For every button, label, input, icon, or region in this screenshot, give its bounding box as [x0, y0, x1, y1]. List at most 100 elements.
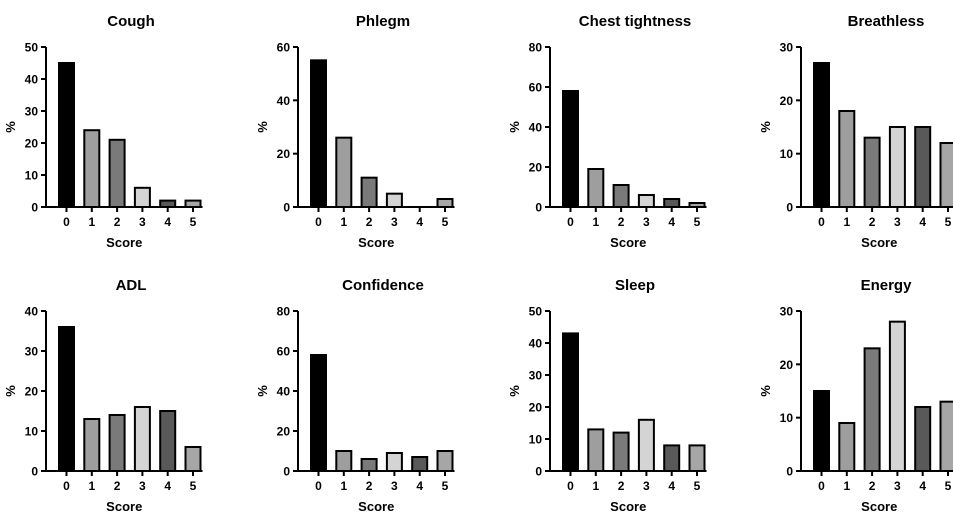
- y-tick-label: 40: [529, 337, 543, 351]
- y-tick-label: 30: [780, 305, 794, 319]
- x-axis-label: Score: [106, 499, 142, 512]
- y-tick-label: 20: [529, 401, 543, 415]
- bar: [939, 400, 953, 472]
- x-tick-label: 5: [694, 479, 701, 493]
- x-tick-label: 4: [164, 215, 171, 229]
- chart-panel: ADL% 0 10 20 30 40 0 1 2 3 4 5 Score: [3, 277, 203, 512]
- x-tick-label: 2: [366, 215, 373, 229]
- y-tick-label: 0: [535, 465, 542, 479]
- y-tick-label: 80: [277, 305, 291, 319]
- y-tick-label: 10: [529, 433, 543, 447]
- chart-panel: Confidence% 0 20 40 60 80 0 1 2 3 4 5 Score: [255, 277, 455, 512]
- x-tick-label: 3: [894, 479, 901, 493]
- chart-panel: Cough% 0 10 20 30 40 50 0 1 2 3 4 5 Score: [3, 13, 203, 250]
- x-tick-label: 1: [843, 215, 850, 229]
- bar: [159, 410, 177, 472]
- bar: [663, 198, 681, 208]
- chart-panel: Chest tightness% 0 20 40 60 80 0 1 2 3 4 5 Score: [507, 13, 707, 250]
- y-axis-label: %: [507, 121, 522, 133]
- x-tick-label: 5: [694, 215, 701, 229]
- x-tick-label: 0: [818, 215, 825, 229]
- chart-title: Phlegm: [356, 13, 410, 30]
- bar: [838, 110, 856, 208]
- bar: [863, 136, 881, 209]
- x-tick-label: 1: [843, 479, 850, 493]
- chart-title: Cough: [107, 13, 154, 30]
- y-tick-label: 10: [780, 147, 794, 161]
- x-tick-label: 2: [366, 479, 373, 493]
- bar: [310, 59, 327, 209]
- bar: [436, 198, 454, 208]
- bar: [637, 418, 655, 472]
- bar: [310, 354, 327, 472]
- y-axis-label: %: [3, 385, 18, 397]
- y-tick-label: 20: [780, 358, 794, 372]
- bar: [612, 431, 630, 473]
- x-tick-label: 3: [391, 215, 398, 229]
- chart-title: Breathless: [848, 13, 925, 30]
- y-tick-label: 20: [529, 161, 543, 175]
- x-tick-label: 3: [139, 215, 146, 229]
- x-tick-label: 4: [668, 479, 675, 493]
- y-tick-label: 40: [277, 94, 291, 108]
- bar: [385, 192, 403, 209]
- x-tick-label: 0: [567, 479, 574, 493]
- x-tick-label: 5: [945, 479, 952, 493]
- x-tick-label: 2: [618, 215, 625, 229]
- x-tick-label: 3: [894, 215, 901, 229]
- y-axis-label: %: [3, 121, 18, 133]
- y-axis-label: %: [255, 385, 270, 397]
- y-tick-label: 50: [529, 305, 543, 319]
- x-tick-label: 1: [88, 215, 95, 229]
- x-axis-label: Score: [861, 499, 897, 512]
- x-tick-label: 0: [567, 215, 574, 229]
- bar: [360, 176, 378, 209]
- y-tick-label: 60: [277, 345, 291, 359]
- x-tick-label: 4: [668, 215, 675, 229]
- y-tick-label: 0: [31, 201, 38, 215]
- y-tick-label: 30: [25, 105, 39, 119]
- y-tick-label: 0: [283, 201, 290, 215]
- bar: [436, 450, 454, 472]
- x-tick-label: 0: [63, 215, 70, 229]
- y-tick-label: 0: [535, 201, 542, 215]
- x-tick-label: 4: [416, 215, 423, 229]
- bar: [562, 90, 579, 208]
- bar: [184, 446, 202, 472]
- bar: [663, 444, 681, 472]
- x-tick-label: 4: [416, 479, 423, 493]
- chart-title: Energy: [861, 277, 913, 294]
- y-axis-label: %: [507, 385, 522, 397]
- bar: [914, 406, 932, 472]
- y-tick-label: 40: [529, 121, 543, 135]
- x-tick-label: 0: [315, 215, 322, 229]
- y-tick-label: 40: [277, 385, 291, 399]
- y-tick-label: 10: [25, 425, 39, 439]
- x-tick-label: 0: [63, 479, 70, 493]
- x-tick-label: 1: [592, 479, 599, 493]
- bar: [939, 142, 953, 208]
- y-tick-label: 0: [283, 465, 290, 479]
- bar: [562, 332, 579, 472]
- y-tick-label: 60: [277, 41, 291, 55]
- x-tick-label: 5: [190, 215, 197, 229]
- y-tick-label: 20: [277, 425, 291, 439]
- x-tick-label: 5: [945, 215, 952, 229]
- bar: [360, 458, 378, 472]
- x-tick-label: 1: [88, 479, 95, 493]
- y-tick-label: 40: [25, 73, 39, 87]
- chart-title: ADL: [116, 277, 147, 294]
- chart-title: Sleep: [615, 277, 655, 294]
- bar: [838, 422, 856, 472]
- x-tick-label: 5: [190, 479, 197, 493]
- y-tick-label: 0: [31, 465, 38, 479]
- x-tick-label: 2: [618, 479, 625, 493]
- x-tick-label: 1: [340, 215, 347, 229]
- y-tick-label: 80: [529, 41, 543, 55]
- y-tick-label: 20: [25, 385, 39, 399]
- chart-panel: Phlegm% 0 20 40 60 0 1 2 3 4 5 Score: [255, 13, 455, 250]
- x-tick-label: 3: [643, 479, 650, 493]
- y-tick-label: 0: [786, 201, 793, 215]
- x-tick-label: 5: [442, 479, 449, 493]
